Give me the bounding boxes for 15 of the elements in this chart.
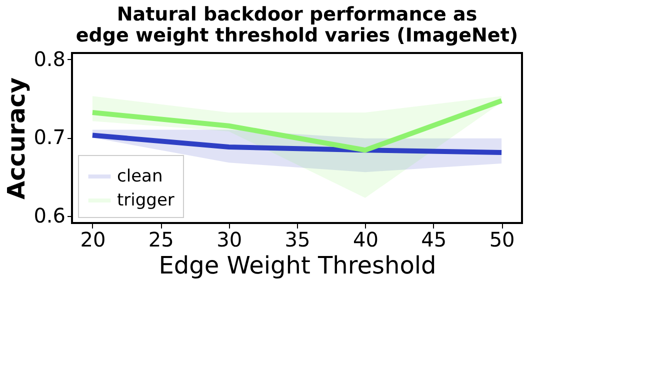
y-tick-label: 0.6 [34, 203, 66, 228]
x-tick-label: 50 [489, 228, 515, 252]
y-axis-title: Accuracy [2, 77, 31, 200]
x-tick-label: 35 [284, 228, 310, 252]
legend-label: clean [117, 166, 163, 186]
y-tick-label: 0.8 [34, 46, 66, 71]
x-tick-label: 20 [80, 228, 106, 252]
chart-title: Natural backdoor performance as edge weight threshold varies (ImageNet) [76, 3, 518, 46]
legend-label: trigger [117, 190, 174, 210]
x-tick-label: 30 [216, 228, 242, 252]
x-tick-label: 45 [421, 228, 447, 252]
x-axis-title: Edge Weight Threshold [158, 252, 436, 280]
x-tick-label: 25 [148, 228, 174, 252]
y-tick-label: 0.7 [34, 125, 66, 150]
x-tick-label: 40 [352, 228, 378, 252]
